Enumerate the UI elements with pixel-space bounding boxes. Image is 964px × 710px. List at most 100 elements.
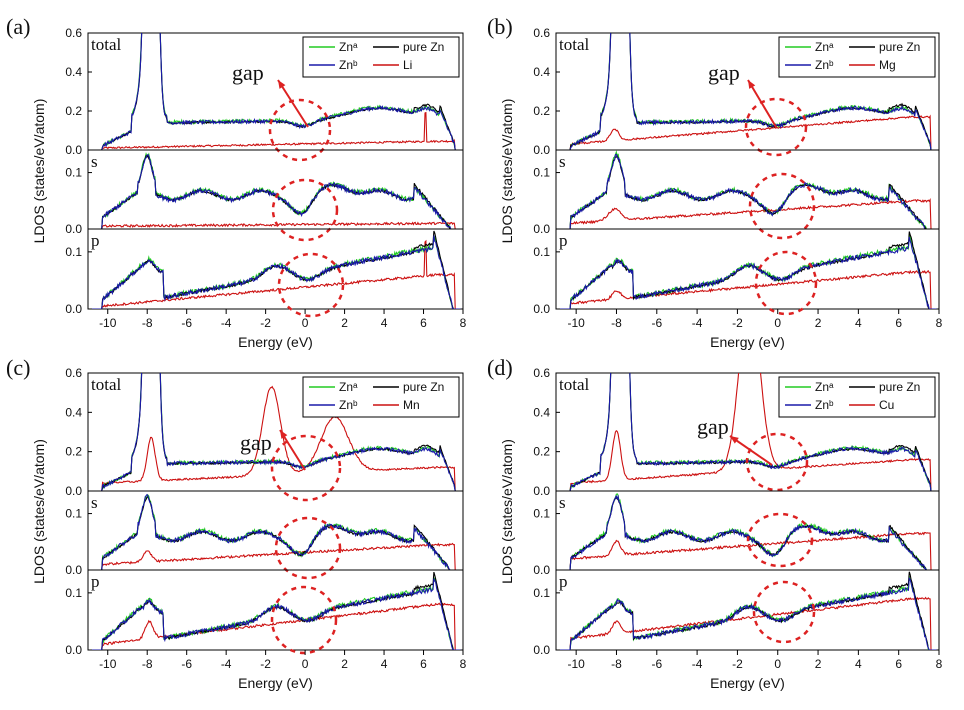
series-line-purezn-s	[560, 154, 937, 229]
legend-entry: Znᵃ	[339, 380, 358, 394]
y-tick-label: 0.0	[65, 563, 82, 577]
panel-d: (d) 0.0 0.2 0.4 0.6 total 0.0 0.1 s 0.0 0.1 p -10 -8 -…	[487, 355, 943, 691]
gap-circle	[270, 585, 338, 655]
gap-circle	[754, 250, 818, 316]
curve-group	[91, 33, 461, 150]
legend-entry: pure Zn	[879, 380, 920, 394]
y-tick-label: 0.0	[65, 484, 82, 498]
subplot-label: total	[559, 35, 589, 54]
subplot-s: 0.0 0.1 s	[533, 490, 940, 577]
x-tick-label: -10	[567, 316, 585, 330]
gap-annotation: gap	[232, 60, 264, 85]
series-line-mg-s	[560, 198, 937, 229]
y-tick-label: 0.6	[533, 366, 550, 380]
subplot-p: 0.0 0.1 p	[65, 569, 464, 657]
x-tick-label: 0	[774, 316, 781, 330]
series-line-mn-total	[91, 385, 461, 491]
x-tick-label: 2	[341, 657, 348, 671]
y-tick-label: 0.0	[65, 643, 82, 657]
y-tick-label: 0.4	[533, 405, 550, 419]
series-line-li-p	[91, 239, 461, 309]
y-tick-label: 0.1	[533, 166, 550, 180]
y-tick-label: 0.6	[65, 366, 82, 380]
x-tick-label: 2	[815, 657, 822, 671]
legend-entry: Znᵇ	[339, 58, 358, 72]
y-tick-label: 0.6	[65, 26, 82, 40]
legend-box	[302, 376, 460, 418]
x-tick-label: 8	[460, 657, 467, 671]
series-line-zn-p	[91, 578, 461, 650]
subplot-p: 0.0 0.1 p	[533, 228, 940, 316]
series-line-zn-p	[91, 234, 461, 309]
x-tick-label: 6	[420, 316, 427, 330]
series-line-mg-total	[560, 114, 937, 150]
x-tick-label: 8	[936, 657, 943, 671]
gap-annotation: gap	[240, 430, 272, 455]
panel-label: (a)	[6, 14, 30, 39]
subplot-label: p	[91, 231, 100, 250]
series-line-cu-total	[560, 373, 937, 491]
y-axis-label: LDOS (states/eV/atom)	[499, 99, 515, 244]
gap-circle	[748, 172, 816, 240]
x-tick-label: 8	[460, 316, 467, 330]
y-tick-label: 0.0	[65, 222, 82, 236]
x-tick-label: 0	[774, 657, 781, 671]
gap-circle	[745, 432, 809, 492]
x-tick-label: -8	[142, 657, 153, 671]
gap-circle	[274, 516, 342, 580]
y-tick-label: 0.1	[65, 245, 82, 259]
gap-arrowhead	[280, 430, 288, 439]
y-tick-label: 0.6	[533, 26, 550, 40]
legend-box	[778, 36, 936, 78]
subplot-label: total	[91, 375, 121, 394]
legend-entry: Mn	[403, 398, 420, 412]
y-tick-label: 0.2	[533, 445, 550, 459]
series-line-zn-p	[560, 576, 937, 650]
series-line-mg-p	[560, 269, 937, 309]
legend: Znᵃ pure Zn Znᵇ Mg	[778, 36, 936, 78]
y-axis-label: LDOS (states/eV/atom)	[31, 439, 47, 584]
series-line-zn-p	[560, 236, 937, 309]
y-axis-label: LDOS (states/eV/atom)	[499, 439, 515, 584]
curve-group	[91, 493, 461, 570]
legend-entry: Znᵇ	[815, 398, 834, 412]
x-tick-label: -8	[611, 657, 622, 671]
gap-circle	[271, 178, 339, 242]
gap-arrow	[729, 435, 773, 466]
y-tick-label: 0.4	[65, 65, 82, 79]
y-tick-label: 0.1	[65, 166, 82, 180]
x-tick-label: 6	[895, 316, 902, 330]
series-line-zn-p	[560, 234, 937, 309]
legend-box	[302, 36, 460, 78]
x-tick-label: 6	[895, 657, 902, 671]
panel-label: (b)	[487, 14, 513, 39]
gap-circle	[268, 98, 332, 162]
y-tick-label: 0.0	[533, 643, 550, 657]
gap-annotation: gap	[697, 414, 729, 439]
panel-c: (c) 0.0 0.2 0.4 0.6 total 0.0 0.1 s 0.0 0.1 p -10 -8 -…	[6, 355, 467, 691]
x-tick-label: -10	[99, 657, 117, 671]
x-tick-label: -6	[651, 657, 662, 671]
series-line-zn-s	[91, 493, 461, 570]
curve-group	[560, 33, 937, 150]
gap-circle	[752, 580, 816, 644]
subplot-label: s	[91, 152, 98, 171]
subplot-label: total	[91, 35, 121, 54]
x-tick-label: -10	[567, 657, 585, 671]
series-line-zn-total	[91, 373, 461, 491]
series-line-zn-p	[91, 235, 461, 309]
subplot-total: 0.0 0.2 0.4 0.6 total	[65, 366, 464, 502]
curve-group	[560, 231, 937, 309]
x-tick-label: -8	[142, 316, 153, 330]
series-line-zn-p	[560, 576, 937, 650]
y-tick-label: 0.1	[65, 586, 82, 600]
curve-group	[91, 571, 461, 650]
x-tick-label: 4	[855, 657, 862, 671]
x-tick-label: 0	[302, 316, 309, 330]
y-tick-label: 0.0	[533, 143, 550, 157]
gap-circle	[277, 252, 345, 318]
x-tick-label: -6	[181, 316, 192, 330]
x-tick-label: -4	[692, 657, 703, 671]
subplot-frame	[555, 569, 940, 651]
subplot-s: 0.0 0.1 s	[65, 149, 464, 242]
